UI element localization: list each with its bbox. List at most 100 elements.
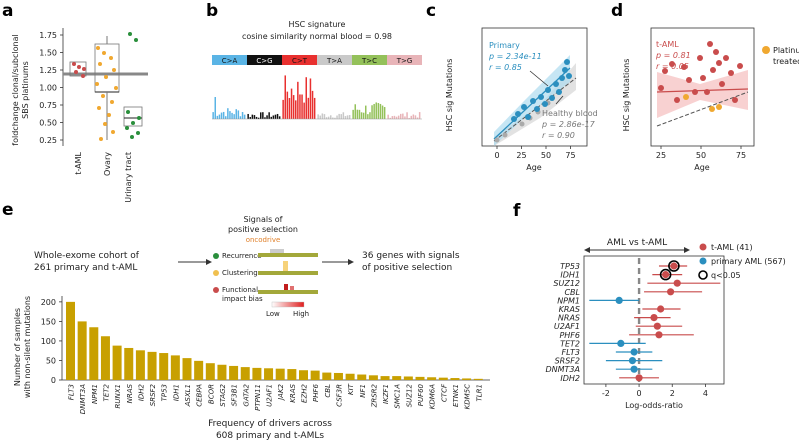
panel-f-legend-primary-marker [699,257,707,265]
panel-e-gene-label: ASXL1 [184,384,192,407]
panel-b-spectrum-bar [338,113,340,119]
panel-a-point [130,135,134,139]
panel-e-bars: FLT3 DNMT3A NPM1 TET2 RUNX1 NRAS IDH2 SRSF2 TP53… [66,301,483,414]
panel-c-primary-point [534,106,540,112]
panel-e-xlabel-1: Frequency of drivers across [208,419,332,429]
panel-c-healthy-point [519,121,525,127]
panel-e-gene-label: SUZ12 [405,383,413,407]
panel-b-spectrum-bar [356,109,359,119]
panel-label-f: f [513,201,521,221]
panel-a-ytick-label: 1.25 [39,66,57,75]
panel-d-point [674,97,680,103]
panel-f-gene-label: SRSF2 [555,357,580,366]
panel-e-bar [77,321,87,380]
panel-e-result-line2: of positive selection [362,263,452,273]
panel-e-recurrence-marks [270,249,284,253]
panel-b-class-label: T>C [361,57,377,65]
panel-e-gene-label: KDM6A [429,384,437,409]
panel-a-point [101,94,105,98]
panel-e-result-line1: 36 genes with signals [362,251,460,261]
panel-a-point [82,67,86,71]
panel-b-spectrum-bar [336,115,338,119]
panel-b-spectrum-bar [416,117,419,119]
panel-e-bar [147,351,157,380]
panel-d-ylabel: HSC sig Mutations [622,59,631,132]
panel-e-bar [135,350,145,380]
panel-d-point [723,55,729,61]
panel-e-bar [182,358,192,380]
panel-c-primary-point [562,67,568,73]
panel-b-spectrum-bar [346,115,349,119]
panel-b: HSC signature cosine similarity normal b… [212,20,422,120]
panel-b-spectrum-bar [274,114,277,119]
panel-a-point [97,106,101,110]
panel-e-gene-label: PUF60 [417,383,425,406]
panel-a-point [81,74,85,78]
panel-a-ylabel-1: foldchange clonal/subclonal [11,34,20,145]
panel-d-point [697,55,703,61]
panel-b-spectrum-bar [397,115,400,119]
panel-b-spectrum-bar [270,116,272,119]
panel-e-bar [205,363,215,380]
panel-f-gene-label: TET2 [560,339,580,348]
panel-b-spectrum-bar [222,111,225,119]
panel-b-class-block [387,55,422,65]
panel-b-spectrum-bar [272,115,275,119]
panel-b-class-block [352,55,387,65]
panel-e-bar [170,355,180,380]
panel-e-bar [287,369,297,380]
panel-e-gene-label: CEBPA [196,384,204,407]
panel-e-bar [66,301,75,380]
panel-c-healthy-point [494,137,500,143]
panel-c-xtick-label: 0 [494,151,499,160]
panel-d-platinum-point [683,94,689,100]
panel-label-e: e [2,200,14,220]
panel-b-spectrum-bar [241,112,244,119]
panel-b-spectrum-bar [387,114,389,119]
panel-e-bar [89,327,99,380]
panel-e-gene-label: DNMT3A [79,384,87,414]
panel-f-gene-label: SUZ12 [553,279,580,288]
panel-f-gene-label: CBL [564,288,580,297]
panel-d-xtick-label: 75 [736,151,746,160]
panel-e-bar [275,368,285,380]
panel-e-bar [159,353,169,380]
panel-b-spectrum-bar [319,115,321,119]
panel-f-arrowhead-left [584,247,590,253]
panel-b-spectrum-bar [295,100,297,119]
panel-d-taml-label: t-AML [656,40,679,49]
panel-a-yticks: 0.25 0.50 0.75 1.00 1.25 1.50 1.75 [39,31,63,145]
panel-a-xtick-urinary: Urinary tract [124,152,133,203]
panel-f-legend-sig: q<0.05 [711,271,741,280]
panel-a-xtick-ovary: Ovary [103,152,112,176]
panel-d-point [658,85,664,91]
panel-d-legend-line2: treated [773,57,799,66]
panel-d-fit [656,88,749,93]
panel-f-gene-label: PHF6 [559,331,580,340]
panel-c-primary-r: r = 0.85 [489,63,522,72]
panel-e-scale-high: High [293,310,309,318]
panel-e-ytick-label: 100 [41,337,56,346]
panel-e-gene-bar-3 [258,290,318,294]
panel-e-bar [194,360,204,380]
panel-b-spectrum-bar [375,102,377,119]
panel-b-spectrum-bar [414,115,417,119]
panel-c-primary-point [545,87,551,93]
panel-e-bar [415,376,425,380]
panel-d-point [728,70,734,76]
panel-a-ytick-label: 0.25 [39,136,57,145]
panel-c-healthy-label: Healthy blood [542,109,598,118]
panel-a-point [131,121,135,125]
panel-a-point [72,62,76,66]
panel-b-spectrum-bar [334,117,336,119]
panel-c-frame [481,27,588,147]
panel-e-signal-functional: Functional [222,286,258,294]
panel-a-box-urinary [123,106,143,127]
panel-a-point [96,46,100,50]
panel-f-point [657,305,665,313]
panel-a-point [77,65,81,69]
panel-f-xtick-label: 4 [703,389,708,398]
panel-b-spectrum-bar [373,103,375,119]
panel-b-spectrum-bar [383,107,386,119]
panel-b-class-block [282,55,317,65]
